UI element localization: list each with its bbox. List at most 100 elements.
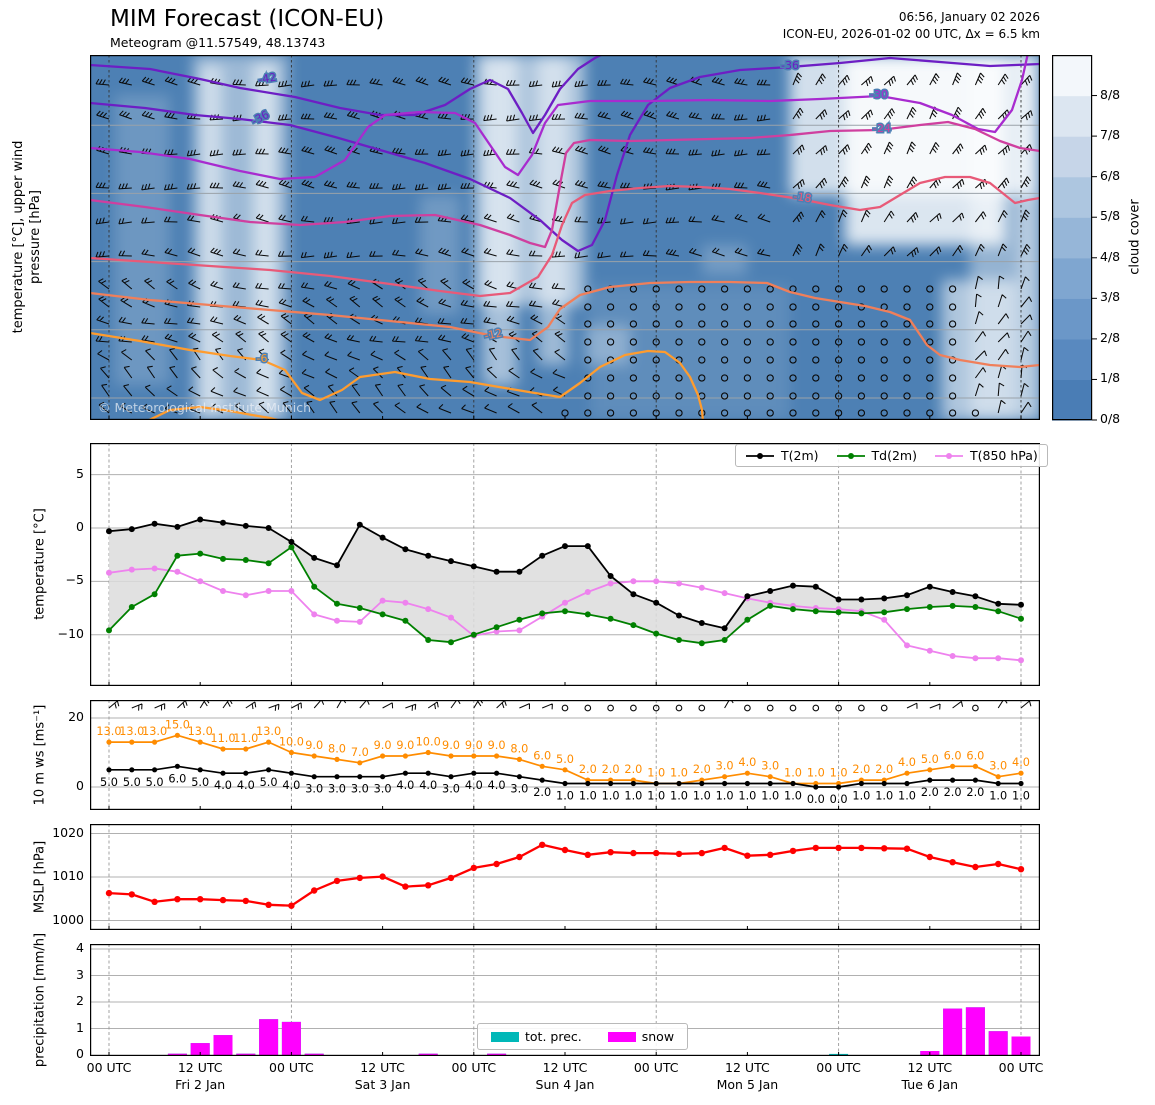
td2m-point bbox=[607, 615, 614, 622]
ws10m-point bbox=[425, 770, 431, 776]
gusts-point bbox=[950, 763, 956, 769]
figure-subtitle: Meteogram @11.57549, 48.13743 bbox=[110, 35, 326, 50]
calm-circle bbox=[834, 303, 843, 311]
contour-label: -6 bbox=[257, 352, 268, 365]
mslp-point bbox=[698, 849, 705, 857]
calm-circle bbox=[948, 338, 957, 346]
calm-circle bbox=[607, 704, 614, 712]
t2m-point bbox=[539, 552, 546, 559]
gusts-point bbox=[311, 753, 317, 759]
wind-value-label: 3.0 bbox=[328, 783, 346, 796]
t850-point bbox=[721, 590, 728, 597]
ws10m-point bbox=[152, 767, 158, 773]
t2m-point bbox=[311, 554, 318, 561]
calm-circles bbox=[561, 285, 980, 417]
gusts-point bbox=[106, 739, 112, 745]
gust-value-label: 9.0 bbox=[305, 739, 323, 752]
wind-value-label: 5.0 bbox=[123, 776, 141, 789]
wind-value-label: 1.0 bbox=[670, 790, 688, 803]
colorbar-tick-label: 0/8 bbox=[1100, 411, 1121, 426]
t2m-point bbox=[584, 543, 591, 550]
colorbar-spine bbox=[1052, 55, 1093, 421]
colorbar-tick-label: 3/8 bbox=[1100, 289, 1121, 305]
calm-circle bbox=[743, 374, 752, 382]
ws10m-point bbox=[699, 780, 705, 787]
t850-line-marker-icon bbox=[934, 452, 963, 459]
mslp-point bbox=[356, 874, 363, 882]
snow-bar bbox=[236, 1053, 256, 1055]
ws10m-point bbox=[129, 767, 135, 773]
calm-circle bbox=[834, 356, 843, 364]
wind-value-label: 1.0 bbox=[1012, 790, 1030, 803]
ws10m-point bbox=[380, 774, 386, 780]
calm-circle bbox=[720, 285, 729, 293]
t2m-point bbox=[197, 516, 204, 523]
td2m-point bbox=[698, 640, 705, 647]
x-tick-label: 12 UTC bbox=[542, 1060, 588, 1075]
calm-circle bbox=[880, 392, 888, 400]
gusts-point bbox=[516, 756, 522, 762]
gust-value-label: 15.0 bbox=[165, 718, 190, 731]
calm-circle bbox=[948, 374, 957, 382]
t850-point bbox=[562, 599, 568, 606]
td2m-point bbox=[949, 602, 956, 609]
wind-value-label: 5.0 bbox=[260, 776, 278, 789]
mslp-point bbox=[858, 844, 865, 852]
td2m-point bbox=[402, 617, 409, 624]
t2m-point bbox=[128, 526, 135, 533]
calm-circle bbox=[766, 392, 774, 400]
td2m-point bbox=[242, 557, 249, 563]
ws10m-point bbox=[836, 784, 842, 790]
t2m-point bbox=[379, 534, 386, 541]
t850-point bbox=[972, 655, 979, 662]
td2m-point bbox=[744, 616, 751, 623]
gust-value-label: 2.0 bbox=[624, 763, 642, 776]
t2m-point bbox=[334, 562, 340, 569]
calm-circle bbox=[652, 392, 660, 400]
gusts-point bbox=[152, 739, 158, 745]
td2m-point bbox=[151, 591, 158, 598]
wind-value-label: 0.0 bbox=[830, 793, 848, 806]
calm-circle bbox=[652, 285, 660, 293]
model-run-text: ICON-EU, 2026-01-02 00 UTC, Δx = 6.5 km bbox=[782, 27, 1040, 41]
wind-value-label: 2.0 bbox=[921, 786, 939, 799]
contour--18 bbox=[90, 175, 1040, 298]
wind-barbs bbox=[95, 72, 1033, 414]
gust-value-label: 13.0 bbox=[188, 725, 213, 738]
wind-value-label: 1.0 bbox=[693, 790, 711, 803]
wind-value-label: 1.0 bbox=[647, 790, 665, 803]
td2m-markers bbox=[106, 544, 1024, 647]
td2m-point bbox=[630, 622, 637, 629]
t850-point bbox=[106, 569, 112, 576]
cloud-band bbox=[1018, 55, 1040, 420]
calm-circle bbox=[857, 320, 866, 328]
wind-value-label: 4.0 bbox=[237, 779, 255, 792]
contour-label: -24 bbox=[873, 122, 891, 135]
calm-circle bbox=[812, 392, 820, 400]
calm-circle bbox=[561, 704, 569, 712]
calm-circle bbox=[652, 356, 660, 364]
wind-value-label: 1.0 bbox=[579, 790, 597, 803]
wind-ytick-label: 20 bbox=[68, 709, 84, 724]
calm-circle bbox=[857, 338, 866, 346]
t850-point bbox=[311, 611, 318, 618]
gust-value-label: 7.0 bbox=[351, 746, 369, 759]
calm-circle bbox=[584, 704, 592, 712]
wind-value-label: 3.0 bbox=[305, 783, 323, 796]
calm-circle bbox=[675, 374, 683, 382]
td2m-point bbox=[379, 611, 386, 618]
calm-circle bbox=[744, 704, 751, 712]
calm-circle bbox=[903, 303, 911, 311]
t850-point bbox=[379, 597, 386, 604]
t2m-point bbox=[288, 538, 295, 545]
calm-circle bbox=[720, 409, 729, 417]
t850-point bbox=[356, 618, 363, 625]
snow-bars bbox=[167, 1007, 1031, 1056]
contour-aux bbox=[146, 405, 282, 420]
calm-circle bbox=[926, 285, 934, 293]
mslp-point bbox=[493, 860, 500, 868]
contour--12 bbox=[90, 280, 1040, 369]
gusts-point bbox=[334, 756, 340, 762]
legend-item-t850: T(850 hPa) bbox=[934, 448, 1038, 463]
td2m-point bbox=[539, 610, 546, 617]
